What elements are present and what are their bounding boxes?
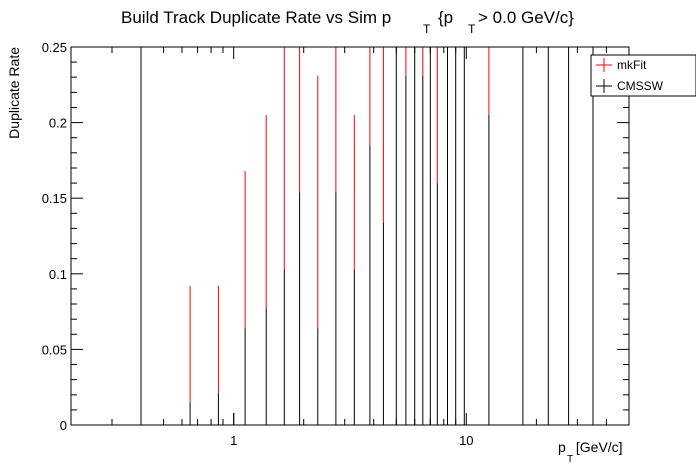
x-axis-label-main: p [558, 439, 566, 455]
data-marks [140, 47, 594, 425]
y-tick-label-5: 0.25 [42, 40, 67, 55]
legend-entries: mkFit CMSSW [596, 58, 664, 93]
title-suffix: > 0.0 GeV/c} [478, 8, 574, 27]
legend-entry-cmssw: CMSSW [596, 79, 664, 93]
legend-entry-mkfit: mkFit [596, 58, 647, 72]
x-tick-label-1: 10 [459, 433, 473, 448]
x-axis-label-sub: T [567, 454, 573, 465]
title-mid: {p [438, 8, 454, 27]
axis-ticks: 0 0.05 0.1 0.15 0.2 0.25 1 10 [42, 40, 630, 448]
y-tick-label-1: 0.05 [42, 342, 67, 357]
y-tick-label-2: 0.1 [49, 267, 67, 282]
y-tick-label-4: 0.2 [49, 116, 67, 131]
y-axis-label: Duplicate Rate [6, 47, 22, 139]
y-tick-label-0: 0 [60, 418, 67, 433]
x-axis-label-rest: [GeV/c] [572, 439, 623, 455]
legend-label-cmssw: CMSSW [617, 79, 664, 93]
legend-label-mkfit: mkFit [617, 58, 647, 72]
legend-box [590, 54, 696, 97]
title-prefix: Build Track Duplicate Rate vs Sim p [121, 8, 392, 27]
y-tick-label-3: 0.15 [42, 191, 67, 206]
legend: mkFit CMSSW [590, 54, 696, 97]
title-sub-1: T [423, 22, 431, 36]
x-tick-label-0: 1 [230, 433, 237, 448]
axis-labels: Duplicate Rate p T [GeV/c] [6, 47, 623, 465]
title-sub-2: T [468, 22, 476, 36]
plot-frame [70, 46, 630, 426]
